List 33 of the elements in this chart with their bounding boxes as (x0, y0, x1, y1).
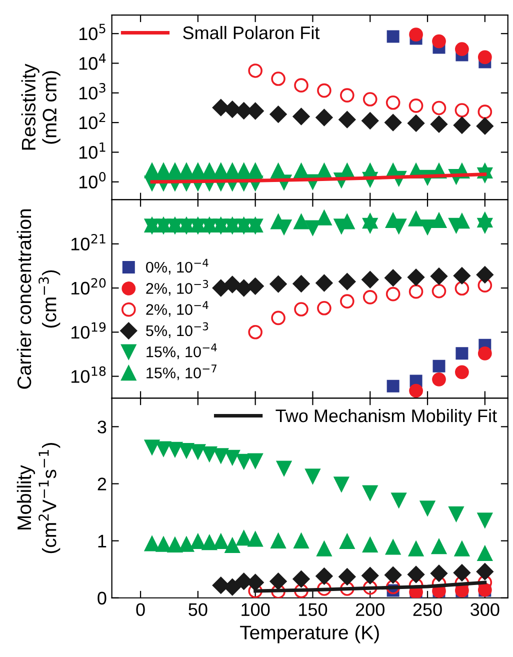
y-tick-label: 10$^{0}$ (79, 172, 106, 188)
y-tick-label: 10$^{20}$ (72, 278, 106, 295)
x-tick-label: 300 (470, 603, 500, 616)
y-axis-title: Carrier concentration (cm$^{−3}$) (16, 209, 60, 389)
y-tick-label: 10$^{1}$ (79, 142, 106, 159)
x-tick-label: 150 (299, 603, 328, 616)
y-axis-title: Resistivity (mΩ cm) (21, 64, 60, 150)
x-axis-title: Temperature (K) (240, 625, 379, 644)
legend-label: 5%, 10$^{−3}$ (146, 322, 208, 338)
x-tick-label: 0 (136, 603, 145, 616)
y-tick-label: 10$^{19}$ (72, 322, 106, 339)
legend-label: 2%, 10$^{−4}$ (146, 301, 208, 317)
legend-label: 2%, 10$^{−3}$ (146, 280, 208, 296)
y-tick-label: 1 (98, 534, 106, 548)
legend-label: Two Mechanism Mobility Fit (276, 408, 497, 426)
x-tick-label: 250 (413, 603, 442, 616)
y-axis-title: Mobility (cm$^{2}$V$^{−1}$s$^{−1}$) (16, 443, 60, 554)
legend-label: 15%, 10$^{−7}$ (146, 364, 217, 380)
y-tick-label: 10$^{18}$ (72, 366, 106, 383)
y-tick-label: 10$^{21}$ (72, 234, 106, 250)
legend-label: 0%, 10$^{−4}$ (146, 258, 208, 274)
x-tick-label: 100 (242, 603, 270, 616)
legend-label: Small Polaron Fit (183, 26, 320, 40)
y-tick-label: 10$^{3}$ (79, 83, 106, 100)
x-tick-label: 50 (188, 603, 208, 616)
y-tick-label: 0 (98, 592, 106, 605)
y-tick-label: 10$^{2}$ (79, 112, 106, 130)
y-tick-label: 2 (98, 478, 106, 490)
y-tick-label: 3 (98, 420, 106, 434)
y-tick-label: 10$^{5}$ (79, 24, 106, 40)
legend-label: 15%, 10$^{−4}$ (146, 343, 217, 360)
x-tick-label: 200 (356, 603, 384, 616)
y-tick-label: 10$^{4}$ (79, 54, 106, 70)
